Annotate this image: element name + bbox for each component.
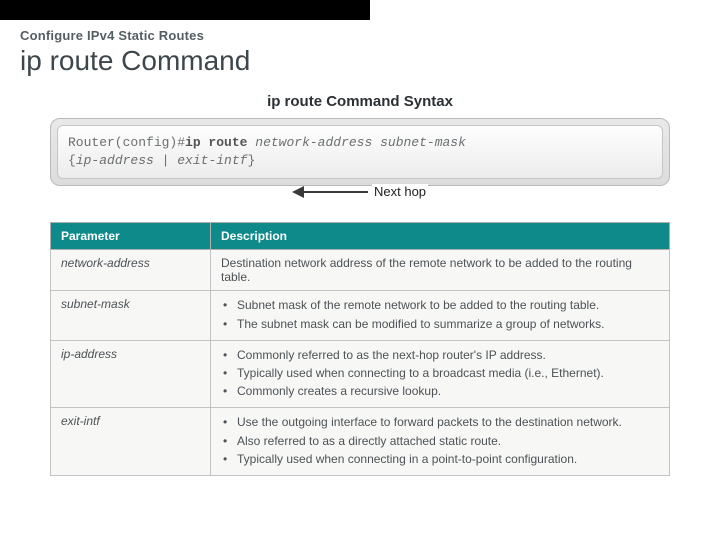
table-row: ip-address Commonly referred to as the ne… — [51, 340, 670, 408]
param-name-cell: subnet-mask — [51, 291, 211, 340]
page-subheading: Configure IPv4 Static Routes — [20, 28, 700, 43]
syntax-brace-open: { — [68, 153, 76, 168]
syntax-prompt: Router(config)# — [68, 135, 185, 150]
annotation-label: Next hop — [372, 184, 428, 199]
col-header-parameter: Parameter — [51, 223, 211, 250]
syntax-title: ip route Command Syntax — [50, 93, 670, 110]
param-desc-cell: Use the outgoing interface to forward pa… — [211, 408, 670, 476]
arrow-icon — [290, 178, 370, 206]
desc-list-item: Commonly referred to as the next-hop rou… — [221, 347, 659, 363]
col-header-description: Description — [211, 223, 670, 250]
desc-list-item: Subnet mask of the remote network to be … — [221, 297, 659, 313]
table-header-row: Parameter Description — [51, 223, 670, 250]
param-name-cell: exit-intf — [51, 408, 211, 476]
syntax-arg-exit: exit-intf — [177, 153, 247, 168]
table-row: network-addressDestination network addre… — [51, 250, 670, 291]
parameter-table: Parameter Description network-addressDes… — [50, 222, 670, 476]
table-row: subnet-mask Subnet mask of the remote net… — [51, 291, 670, 340]
desc-list-item: Commonly creates a recursive lookup. — [221, 383, 659, 399]
param-desc-cell: Subnet mask of the remote network to be … — [211, 291, 670, 340]
page-title: ip route Command — [20, 45, 700, 77]
param-name-cell: network-address — [51, 250, 211, 291]
syntax-code: Router(config)#ip route network-address … — [57, 125, 663, 179]
syntax-brace-close: } — [247, 153, 255, 168]
annotation-row: Next hop — [50, 192, 670, 212]
syntax-args: network-address subnet-mask — [255, 135, 466, 150]
param-name-cell: ip-address — [51, 340, 211, 408]
syntax-sep: | — [154, 153, 177, 168]
content-region: ip route Command Syntax Router(config)#i… — [0, 83, 720, 476]
desc-list: Commonly referred to as the next-hop rou… — [221, 347, 659, 400]
desc-list-item: Typically used when connecting to a broa… — [221, 365, 659, 381]
desc-list: Use the outgoing interface to forward pa… — [221, 414, 659, 467]
desc-list-item: Typically used when connecting in a poin… — [221, 451, 659, 467]
desc-list-item: The subnet mask can be modified to summa… — [221, 316, 659, 332]
desc-list-item: Use the outgoing interface to forward pa… — [221, 414, 659, 430]
top-black-bar — [0, 0, 370, 20]
syntax-box: Router(config)#ip route network-address … — [50, 118, 670, 186]
syntax-command: ip route — [185, 135, 247, 150]
param-desc-cell: Destination network address of the remot… — [211, 250, 670, 291]
table-row: exit-intf Use the outgoing interface to f… — [51, 408, 670, 476]
desc-list-item: Also referred to as a directly attached … — [221, 433, 659, 449]
param-desc-cell: Commonly referred to as the next-hop rou… — [211, 340, 670, 408]
syntax-arg-ip: ip-address — [76, 153, 154, 168]
desc-list: Subnet mask of the remote network to be … — [221, 297, 659, 331]
table-body: network-addressDestination network addre… — [51, 250, 670, 476]
